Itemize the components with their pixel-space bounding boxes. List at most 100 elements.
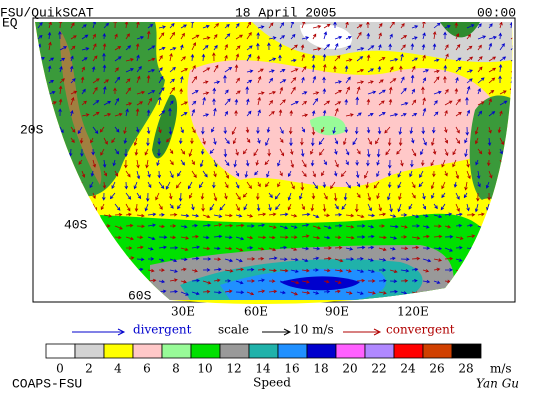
wind-arrow	[334, 245, 343, 250]
wind-arrow	[92, 86, 98, 95]
wind-arrow	[212, 87, 217, 95]
wind-arrow	[235, 148, 239, 156]
wind-arrow	[440, 203, 446, 211]
wind-arrow	[367, 258, 374, 262]
wind-arrow	[378, 224, 385, 228]
wind-arrow	[499, 90, 507, 95]
wind-arrow	[455, 137, 461, 144]
wind-arrow	[77, 126, 83, 135]
wind-arrow	[47, 31, 52, 40]
wind-arrow	[411, 57, 419, 62]
wind-arrow	[169, 22, 175, 29]
wind-arrow	[333, 65, 337, 73]
wind-arrow	[199, 181, 204, 189]
wind-arrow	[455, 258, 463, 262]
wind-arrow	[312, 91, 320, 95]
wind-arrow	[136, 170, 141, 180]
wind-arrow	[444, 25, 451, 29]
wind-arrow	[48, 90, 56, 95]
wind-arrow	[47, 65, 52, 73]
wind-arrow	[169, 203, 174, 209]
wind-arrow	[444, 235, 454, 239]
wind-arrow	[466, 170, 471, 180]
colorbar-box	[74, 343, 105, 359]
wind-arrow	[345, 269, 352, 273]
wind-arrow	[311, 192, 316, 200]
wind-arrow	[356, 181, 361, 188]
wind-arrow	[274, 192, 281, 200]
wind-arrow	[213, 107, 217, 117]
wind-arrow	[334, 137, 339, 145]
wind-arrow	[344, 126, 349, 134]
wind-arrow	[213, 223, 223, 227]
wind-arrow	[485, 181, 490, 189]
wind-arrow	[455, 57, 462, 62]
wind-arrow	[136, 257, 145, 262]
wind-arrow	[332, 126, 336, 135]
wind-arrow	[124, 149, 128, 158]
wind-arrow	[334, 212, 343, 217]
wind-arrow	[224, 54, 228, 62]
wind-arrow	[409, 126, 414, 135]
wind-arrow	[257, 181, 261, 188]
wind-arrow	[312, 97, 319, 106]
wind-arrow	[322, 88, 327, 95]
wind-arrow	[70, 45, 76, 51]
wind-arrow	[169, 269, 178, 273]
wind-arrow	[301, 76, 305, 84]
wind-arrow	[499, 22, 503, 29]
wind-arrow	[113, 22, 118, 29]
wind-arrow	[257, 212, 267, 217]
wind-arrow	[397, 203, 402, 213]
wind-arrow	[213, 23, 220, 29]
wind-arrow	[301, 159, 307, 168]
colorbar-label: 22	[371, 362, 386, 376]
wind-arrow	[246, 214, 254, 218]
wind-arrow	[400, 76, 405, 84]
wind-arrow	[69, 65, 74, 73]
wind-arrow	[312, 33, 317, 40]
wind-arrow	[474, 203, 479, 213]
wind-arrow	[257, 96, 261, 106]
wind-arrow	[421, 43, 426, 51]
colorbar-box	[335, 343, 366, 359]
wind-arrow	[180, 101, 188, 106]
wind-arrow	[433, 58, 440, 63]
wind-arrow	[289, 137, 293, 147]
wind-arrow	[200, 192, 205, 200]
wind-arrow	[147, 223, 156, 228]
wind-arrow	[187, 181, 193, 190]
wind-arrow	[219, 203, 226, 211]
wind-arrow	[279, 235, 289, 240]
wind-arrow	[235, 181, 240, 189]
wind-arrow	[180, 112, 188, 117]
wind-arrow	[488, 35, 497, 40]
wind-arrow	[356, 31, 362, 40]
wind-arrow	[59, 57, 66, 62]
wind-arrow	[224, 110, 228, 117]
wind-arrow	[455, 212, 463, 217]
wind-arrow	[180, 159, 185, 166]
wind-arrow	[48, 41, 52, 51]
wind-arrow	[202, 289, 211, 294]
wind-arrow	[312, 256, 320, 261]
wind-arrow	[301, 246, 310, 251]
wind-arrow	[268, 203, 272, 212]
wind-arrow	[433, 258, 443, 262]
wind-arrow	[323, 246, 332, 250]
wind-arrow	[367, 137, 372, 146]
wind-arrow	[111, 181, 116, 189]
wind-arrow	[213, 257, 222, 261]
wind-arrow	[430, 159, 435, 167]
wind-arrow	[418, 181, 424, 188]
colorbar-box	[393, 343, 424, 359]
wind-arrow	[256, 55, 261, 62]
wind-arrow	[191, 291, 200, 296]
wind-arrow	[477, 181, 481, 188]
wind-arrow	[333, 22, 337, 29]
wind-arrow	[102, 43, 107, 51]
wind-arrow	[224, 98, 231, 106]
wind-arrow	[191, 234, 199, 239]
wind-arrow	[279, 148, 285, 157]
wind-arrow	[147, 247, 154, 251]
